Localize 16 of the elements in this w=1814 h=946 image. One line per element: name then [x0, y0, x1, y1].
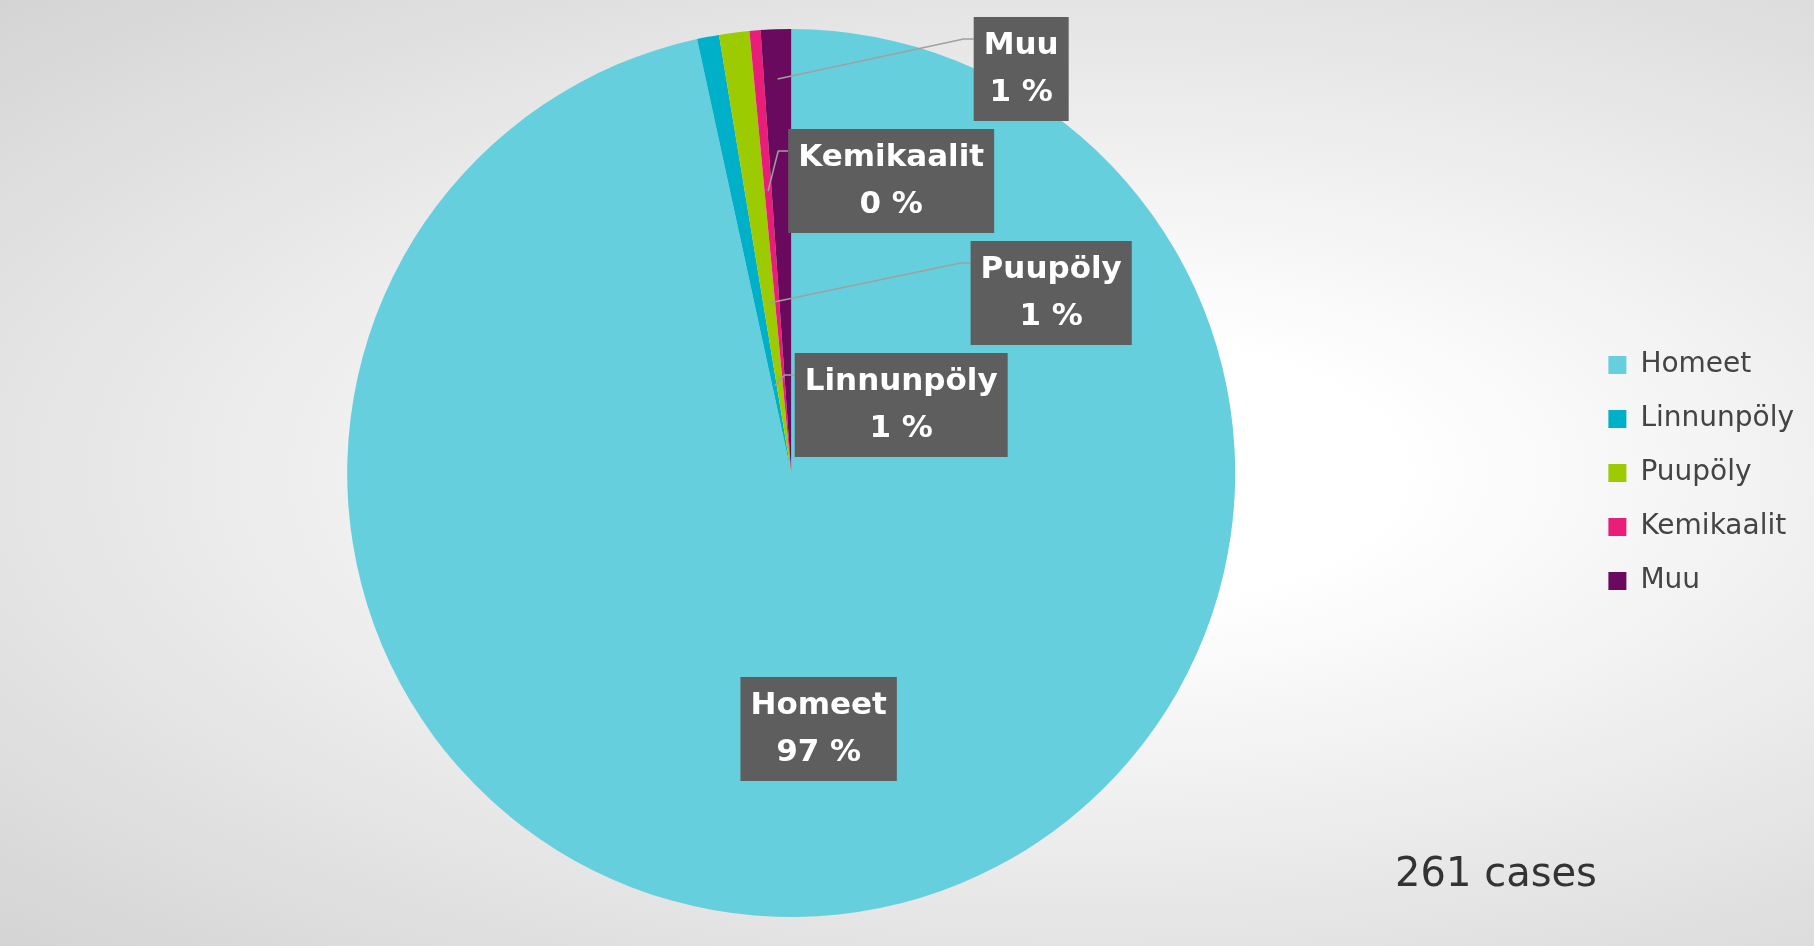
legend-label: Linnunpöly [1640, 400, 1795, 434]
slice-label: Linnunpöly [804, 360, 998, 397]
data-label: 1 % [869, 407, 933, 444]
slice-label: Kemikaalit [798, 136, 985, 173]
data-label: 0 % [859, 183, 923, 220]
slice-label: Puupöly [980, 248, 1122, 285]
legend-label: Muu [1640, 562, 1701, 596]
legend-label: Homeet [1640, 346, 1752, 380]
data-label: 1 % [989, 71, 1053, 108]
legend-label: Puupöly [1640, 454, 1752, 488]
text: 261 cases [1395, 849, 1597, 896]
slice-label: Homeet [750, 684, 888, 721]
data-label: 97 % [776, 731, 862, 768]
data-label: 1 % [1019, 295, 1083, 332]
slice-label: Muu [983, 24, 1059, 61]
legend-label: Kemikaalit [1640, 508, 1787, 542]
